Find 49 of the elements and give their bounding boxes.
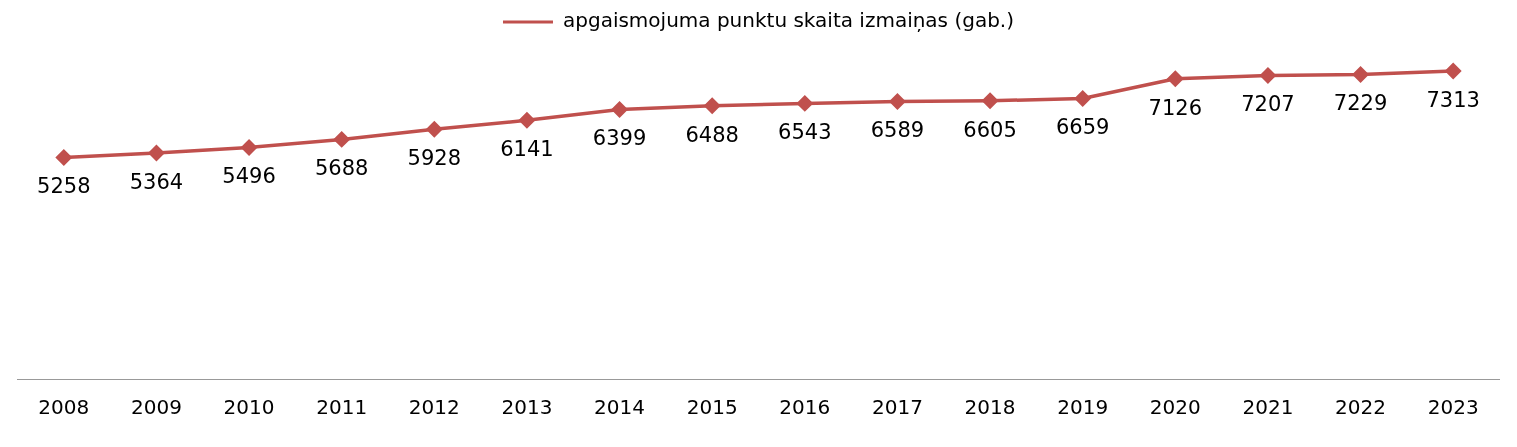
data-label: 5258 [37,174,91,199]
x-tick-label: 2021 [1242,395,1294,420]
point [797,95,813,112]
data-label: 6605 [963,117,1017,142]
point [519,112,535,129]
point [704,97,720,114]
point [148,145,165,161]
x-tick-label: 2017 [871,395,923,420]
point [1074,90,1091,107]
data-label: 5364 [129,169,184,194]
point [1167,71,1184,87]
x-tick-label: 2023 [1427,395,1479,420]
point [333,131,350,148]
data-label: 6543 [778,120,832,145]
point [982,93,998,109]
point [56,149,72,166]
data-label: 7229 [1333,91,1388,116]
data-label: 5688 [314,156,369,181]
data-label: 5928 [407,146,462,171]
x-tick-label: 2016 [779,395,831,420]
x-tick-label: 2008 [38,395,90,420]
x-tick-label: 2019 [1057,395,1109,420]
data-label: 6141 [500,137,554,162]
data-label: 7126 [1148,95,1203,120]
x-tick-label: 2022 [1335,395,1387,420]
x-tick-label: 2010 [223,395,275,420]
point [889,93,906,110]
point [1445,63,1461,79]
point [1352,66,1369,83]
point [426,121,443,138]
x-tick-label: 2009 [130,395,182,420]
point [241,139,257,156]
x-tick-label: 2013 [501,395,553,420]
point [1260,67,1276,84]
point [611,101,628,118]
legend-label: apgaismojuma punktu skaita izmaiņas (gab.) [562,8,1015,33]
data-label: 6589 [870,118,925,143]
data-label: 6399 [592,126,647,151]
x-tick-label: 2011 [316,395,368,420]
x-tick-label: 2012 [408,395,460,420]
x-tick-label: 2015 [686,395,738,420]
x-tick-label: 2018 [964,395,1016,420]
data-label: 6488 [685,122,739,147]
data-label: 7313 [1426,87,1480,112]
x-tick-label: 2020 [1149,395,1201,420]
x-tick-label: 2014 [594,395,646,420]
data-label: 7207 [1241,92,1295,117]
data-label: 6659 [1055,115,1110,140]
data-label: 5496 [222,164,276,189]
